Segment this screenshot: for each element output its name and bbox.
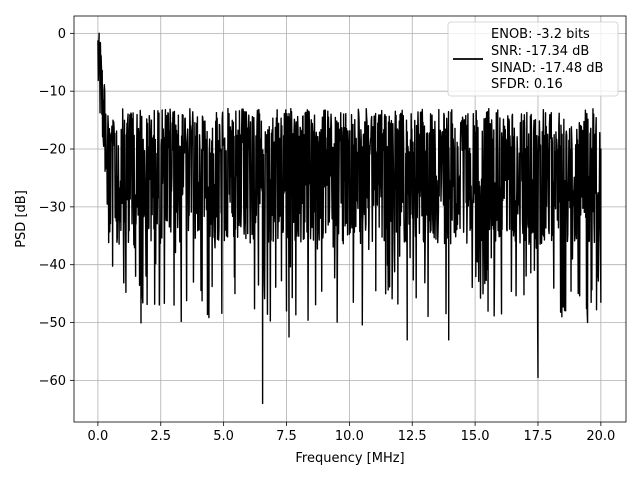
x-tick-label: 0.0 [88,429,109,444]
x-tick-label: 7.5 [276,429,297,444]
y-axis-label: PSD [dB] [14,190,29,248]
y-tick-label: −20 [39,143,66,158]
legend-sinad: SINAD: -17.48 dB [491,61,603,76]
y-tick-label: −30 [39,200,66,215]
x-tick-label: 20.0 [586,429,615,444]
x-tick-label: 2.5 [150,429,171,444]
x-tick-label: 12.5 [398,429,427,444]
legend-enob: ENOB: -3.2 bits [491,27,590,42]
legend-snr: SNR: -17.34 dB [491,44,589,59]
legend-box [447,21,619,97]
x-tick-label: 17.5 [524,429,553,444]
x-tick-label: 10.0 [335,429,364,444]
legend-sfdr: SFDR: 0.16 [491,77,563,92]
y-axis-ticks: 0 −10 −20 −30 −40 −50 −60 [39,27,74,389]
x-axis-label: Frequency [MHz] [295,451,404,466]
y-tick-label: −50 [39,316,66,331]
x-tick-label: 5.0 [213,429,234,444]
y-tick-label: −40 [39,258,66,273]
y-tick-label: 0 [58,27,66,42]
plot-frame [73,15,627,423]
x-tick-label: 15.0 [461,429,490,444]
y-tick-label: −60 [39,374,66,389]
y-tick-label: −10 [39,85,66,100]
psd-series [97,32,602,405]
legend: ENOB: -3.2 bits SNR: -17.34 dB SINAD: -1… [447,21,619,97]
psd-line [97,32,602,405]
x-axis-ticks: 0.0 2.5 5.0 7.5 10.0 12.5 15.0 17.5 20.0 [88,422,615,444]
